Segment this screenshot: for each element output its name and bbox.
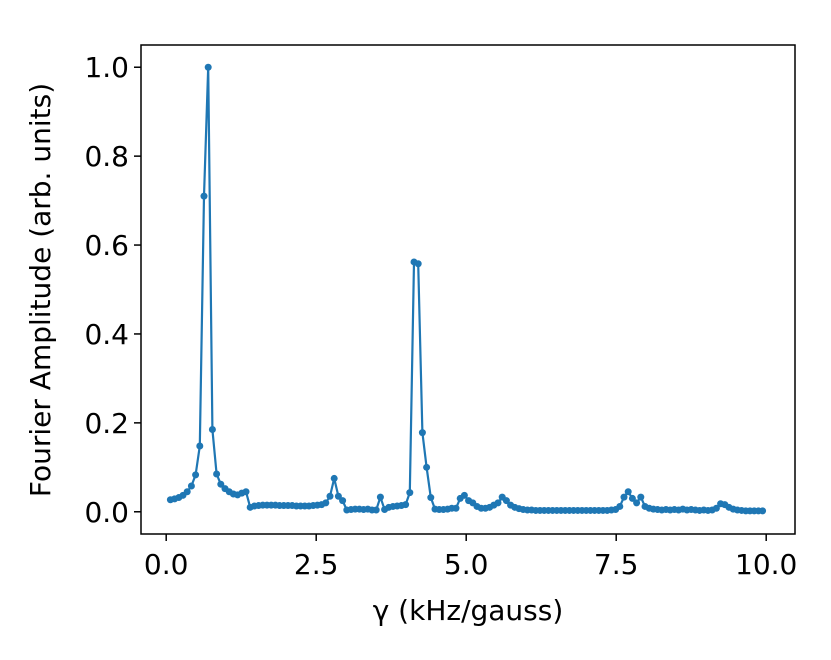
data-point [326,492,334,500]
data-point [376,493,384,501]
data-point [242,488,250,496]
data-point [423,463,431,471]
x-tick-label: 5.0 [444,548,489,581]
data-point [217,480,225,488]
x-tick-label: 0.0 [144,548,189,581]
data-point [406,489,414,497]
x-tick-label: 7.5 [594,548,639,581]
y-tick-label: 0.4 [84,318,129,351]
y-tick-label: 0.0 [84,496,129,529]
data-point [427,494,435,502]
data-point [418,429,426,437]
data-point [460,491,468,499]
data-point [322,499,330,507]
data-line [170,67,763,512]
data-point [204,63,212,71]
data-point [628,494,636,502]
data-point [213,470,221,478]
data-point [200,192,208,200]
data-point [502,497,510,505]
data-point [414,260,422,268]
data-point [330,474,338,482]
data-point [637,493,645,501]
data-point [192,471,200,479]
data-point [402,501,410,509]
data-point [616,502,624,510]
y-tick-label: 0.6 [84,229,129,262]
y-tick-label: 1.0 [84,51,129,84]
x-tick-label: 2.5 [294,548,339,581]
y-axis-label: Fourier Amplitude (arb. units) [24,83,57,497]
data-point [187,482,195,490]
x-axis-label: γ (kHz/gauss) [373,594,564,627]
y-tick-label: 0.8 [84,140,129,173]
data-point [494,499,502,507]
data-point [334,492,342,500]
x-tick-label: 10.0 [735,548,797,581]
data-point [339,497,347,505]
data-point [624,488,632,496]
y-tick-label: 0.2 [84,407,129,440]
plot-frame [140,44,796,535]
data-point [620,493,628,501]
data-point [452,504,460,512]
data-point [633,499,641,507]
data-point [183,488,191,496]
data-point [372,506,380,514]
data-point [759,507,767,515]
data-point [196,442,204,450]
data-point [712,504,720,512]
data-point [208,426,216,434]
